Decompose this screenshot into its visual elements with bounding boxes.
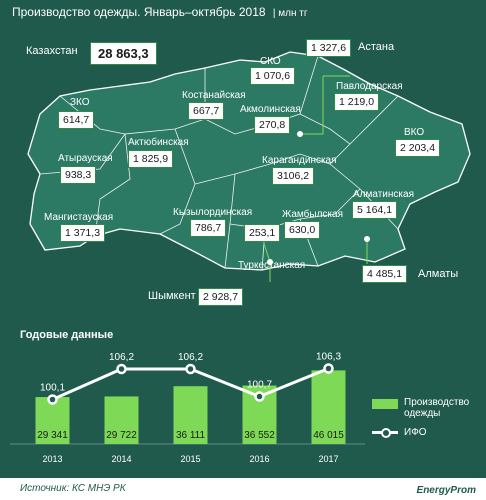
unit-label: | млн тг bbox=[272, 8, 308, 19]
region-value-zko: 614,7 bbox=[58, 111, 95, 129]
region-label-turkestan: Туркестанская bbox=[238, 260, 306, 271]
ifo-label-2013: 100,1 bbox=[40, 383, 65, 394]
region-label-zhambyl: Жамбылская bbox=[282, 209, 343, 220]
region-value-astana: 1 327,6 bbox=[306, 39, 352, 57]
legend-item-bar: Производство одежды bbox=[372, 397, 482, 419]
ifo-point-2016 bbox=[254, 391, 265, 402]
region-label-aktobe: Актюбинская bbox=[128, 137, 189, 148]
region-value-mangistau: 1 371,3 bbox=[60, 224, 106, 242]
bar-2014 bbox=[104, 396, 139, 444]
annual-chart: 29 341 2013 29 722 2014 36 111 2015 36 552 2016… bbox=[0, 340, 486, 470]
bar-2017 bbox=[311, 370, 346, 444]
region-value-pavlodar: 1 219,0 bbox=[334, 93, 380, 111]
ifo-label-2017: 106,3 bbox=[316, 352, 341, 363]
footer: Источник: КС МНЭ РК bbox=[0, 478, 486, 500]
region-value-kyzylorda: 786,7 bbox=[190, 219, 227, 237]
x-tick-2015: 2015 bbox=[180, 454, 200, 464]
kazakhstan-value: 28 863,3 bbox=[90, 42, 157, 65]
region-label-almaty-obl: Алматинская bbox=[353, 189, 414, 200]
region-label-karaganda: Карагандинская bbox=[262, 155, 337, 166]
region-value-almaty-obl: 5 164,1 bbox=[352, 201, 398, 219]
region-value-zhambyl: 630,0 bbox=[284, 221, 321, 239]
kazakhstan-label: Казахстан bbox=[26, 45, 78, 57]
page-title: Производство одежды. Январь–октябрь 2018 bbox=[12, 5, 266, 19]
legend-item-line: ИФО bbox=[372, 427, 482, 438]
astana-marker bbox=[297, 131, 303, 137]
region-label-vko: ВКО bbox=[404, 127, 425, 138]
legend-swatch-line bbox=[372, 427, 398, 438]
region-value-kostanay: 667,7 bbox=[188, 102, 225, 120]
ifo-point-2013 bbox=[47, 394, 58, 405]
region-label-mangistau: Мангистауская bbox=[44, 212, 114, 223]
region-label-sko: СКО bbox=[260, 56, 281, 67]
region-value-aktobe: 1 825,9 bbox=[128, 150, 174, 168]
region-label-kostanay: Костанайская bbox=[182, 90, 246, 101]
bar-label-2016: 36 552 bbox=[244, 430, 275, 441]
region-value-unlabeled: 253,1 bbox=[244, 224, 281, 242]
region-value-almaty: 4 485,1 bbox=[362, 265, 408, 283]
region-label-akmola: Акмолинская bbox=[240, 104, 301, 115]
bar-label-2013: 29 341 bbox=[37, 430, 68, 441]
region-value-atyrau: 938,3 bbox=[60, 166, 97, 184]
legend-swatch-bar bbox=[372, 399, 398, 409]
region-label-astana: Астана bbox=[358, 41, 395, 53]
region-label-almaty: Алматы bbox=[418, 268, 459, 280]
region-label-pavlodar: Павлодарская bbox=[336, 81, 403, 92]
bar-2013 bbox=[35, 397, 70, 444]
source-text: Источник: КС МНЭ РК bbox=[20, 483, 126, 494]
region-value-sko: 1 070,6 bbox=[250, 67, 296, 85]
region-label-shymkent: Шымкент bbox=[148, 290, 196, 302]
region-value-vko: 2 203,4 bbox=[395, 139, 441, 157]
annual-title: Годовые данные bbox=[20, 329, 114, 341]
x-tick-2016: 2016 bbox=[249, 454, 269, 464]
legend-label-line: ИФО bbox=[404, 427, 427, 438]
region-value-shymkent: 2 928,7 bbox=[198, 288, 244, 306]
region-label-atyrau: Атырауская bbox=[58, 153, 113, 164]
ifo-point-2015 bbox=[185, 363, 196, 375]
annual-chart-svg: 29 341 2013 29 722 2014 36 111 2015 36 552 2016… bbox=[10, 352, 365, 464]
brand-logo: EnergyProm bbox=[416, 485, 476, 496]
region-label-kyzylorda: Кызылординская bbox=[173, 207, 253, 218]
bar-label-2015: 36 111 bbox=[176, 430, 206, 441]
ifo-point-2017 bbox=[323, 363, 334, 374]
bar-2015 bbox=[173, 386, 208, 444]
chart-legend: Производство одежды ИФО bbox=[372, 397, 482, 446]
region-label-zko: ЗКО bbox=[70, 97, 90, 108]
map: Казахстан 28 863,3 ЗКО 614,7 Атырауская … bbox=[0, 24, 486, 320]
x-tick-2013: 2013 bbox=[42, 454, 62, 464]
x-tick-2014: 2014 bbox=[111, 454, 131, 464]
almaty-marker bbox=[364, 236, 370, 242]
bar-label-2014: 29 722 bbox=[106, 430, 137, 441]
x-tick-2017: 2017 bbox=[318, 454, 338, 464]
region-value-karaganda: 3106,2 bbox=[272, 167, 315, 185]
header: Производство одежды. Январь–октябрь 2018… bbox=[0, 0, 486, 24]
ifo-point-2014 bbox=[116, 363, 127, 375]
ifo-label-2016: 100,7 bbox=[247, 380, 272, 391]
ifo-label-2014: 106,2 bbox=[109, 352, 134, 363]
legend-label-bar: Производство одежды bbox=[404, 397, 470, 419]
region-value-akmola: 270,8 bbox=[254, 116, 291, 134]
shymkent-marker bbox=[267, 259, 273, 265]
bar-label-2017: 46 015 bbox=[313, 430, 344, 441]
ifo-label-2015: 106,2 bbox=[178, 352, 203, 363]
